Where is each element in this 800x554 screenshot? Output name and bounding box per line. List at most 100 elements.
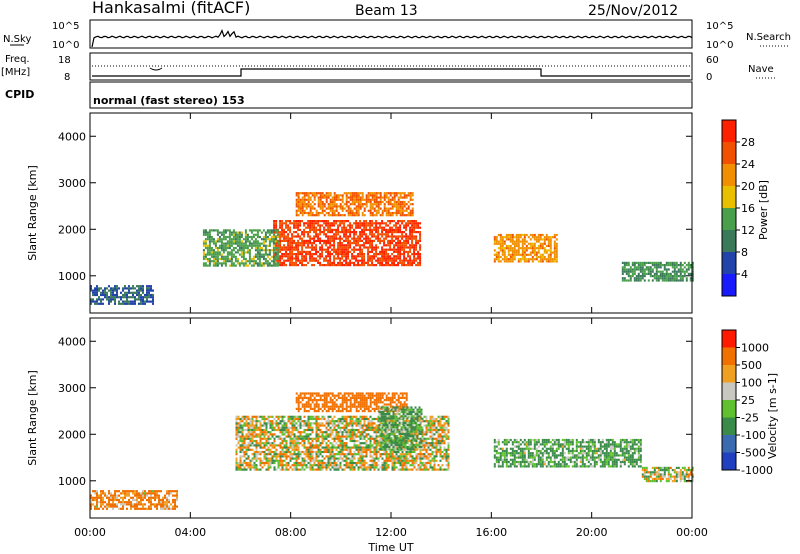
heatmap-cell (369, 424, 372, 427)
heatmap-cell (423, 431, 426, 434)
heatmap-cell (679, 264, 682, 267)
heatmap-cell (323, 264, 326, 267)
heatmap-cell (291, 264, 294, 267)
heatmap-cell (327, 235, 330, 238)
heatmap-cell (152, 302, 154, 305)
heatmap-cell (343, 203, 346, 206)
heatmap-cell (361, 194, 364, 197)
heatmap-cell (359, 250, 362, 253)
heatmap-cell (297, 226, 300, 229)
heatmap-cell (351, 196, 354, 199)
heatmap-cell (333, 444, 336, 447)
heatmap-cell (633, 266, 636, 269)
heatmap-cell (287, 426, 290, 429)
heatmap-cell (309, 396, 312, 399)
heatmap-cell (409, 257, 412, 260)
heatmap-cell (635, 268, 638, 271)
heatmap-cell (100, 291, 102, 294)
heatmap-cell (236, 249, 239, 252)
heatmap-cell (252, 260, 255, 263)
heatmap-cell (293, 417, 296, 421)
heatmap-cell (279, 422, 282, 425)
heatmap-cell (375, 248, 378, 251)
heatmap-cell (395, 214, 398, 217)
heatmap-cell (647, 270, 650, 273)
heatmap-cell (633, 277, 636, 280)
heatmap-cell (401, 205, 404, 208)
heatmap-cell (359, 426, 362, 429)
heatmap-cell (285, 444, 288, 447)
heatmap-cell (281, 450, 284, 454)
heatmap-cell (224, 242, 227, 245)
heatmap-cell (301, 420, 304, 423)
heatmap-cell (379, 466, 382, 469)
heatmap-cell (325, 244, 328, 247)
heatmap-cell (293, 424, 296, 427)
heatmap-cell (509, 249, 512, 252)
heatmap-cell (355, 207, 358, 210)
heatmap-cell (685, 270, 688, 273)
heatmap-cell (517, 258, 520, 261)
heatmap-cell (291, 261, 294, 264)
heatmap-cell (425, 457, 428, 460)
heatmap-cell (359, 264, 362, 267)
heatmap-cell (122, 296, 124, 299)
heatmap-cell (387, 466, 390, 469)
heatmap-cell (291, 424, 294, 427)
heatmap-cell (323, 196, 326, 199)
heatmap-cell (343, 224, 346, 227)
heatmap-cell (258, 251, 261, 254)
heatmap-cell (433, 433, 436, 436)
heatmap-cell (413, 246, 416, 249)
heatmap-cell (377, 459, 380, 462)
heatmap-cell (357, 244, 360, 247)
heatmap-cell (397, 450, 400, 454)
heatmap-cell (335, 250, 338, 253)
heatmap-cell (271, 461, 274, 465)
heatmap-cell (303, 439, 306, 443)
heatmap-cell (341, 453, 344, 456)
heatmap-cell (393, 257, 396, 260)
heatmap-cell (421, 468, 424, 471)
heatmap-cell (431, 433, 434, 436)
heatmap-cell (226, 257, 229, 261)
heatmap-cell (373, 431, 376, 434)
heatmap-cell (252, 240, 255, 243)
heatmap-cell (279, 444, 282, 447)
heatmap-cell (253, 428, 256, 432)
heatmap-cell (319, 417, 322, 421)
heatmap-cell (445, 453, 448, 456)
heatmap-cell (289, 437, 292, 440)
heatmap-cell (389, 459, 392, 462)
heatmap-cell (297, 242, 300, 245)
heatmap-cell (629, 266, 632, 269)
heatmap-cell (279, 248, 282, 251)
heatmap-cell (345, 457, 348, 460)
heatmap-cell (367, 196, 370, 199)
heatmap-cell (369, 250, 372, 253)
heatmap-cell (533, 247, 536, 250)
heatmap-cell (549, 253, 552, 256)
heatmap-cell (405, 455, 408, 458)
heatmap-cell (379, 437, 382, 440)
heatmap-cell (293, 220, 296, 223)
heatmap-cell (329, 399, 332, 402)
heatmap-cell (413, 228, 416, 231)
nsky-label: N.Sky (3, 34, 31, 45)
heatmap-cell (333, 242, 336, 245)
heatmap-cell (307, 455, 310, 458)
heatmap-cell (329, 431, 332, 434)
heatmap-cell (371, 435, 374, 438)
heatmap-cell (297, 457, 300, 460)
heatmap-cell (270, 264, 273, 267)
heatmap-cell (353, 455, 356, 458)
heatmap-cell (363, 220, 366, 223)
heatmap-cell (303, 394, 306, 397)
heatmap-cell (401, 453, 404, 456)
heatmap-cell (333, 192, 336, 195)
heatmap-cell (235, 431, 238, 434)
heatmap-cell (301, 403, 304, 406)
heatmap-cell (313, 450, 316, 454)
heatmap-cell (431, 453, 434, 456)
heatmap-cell (268, 233, 271, 236)
